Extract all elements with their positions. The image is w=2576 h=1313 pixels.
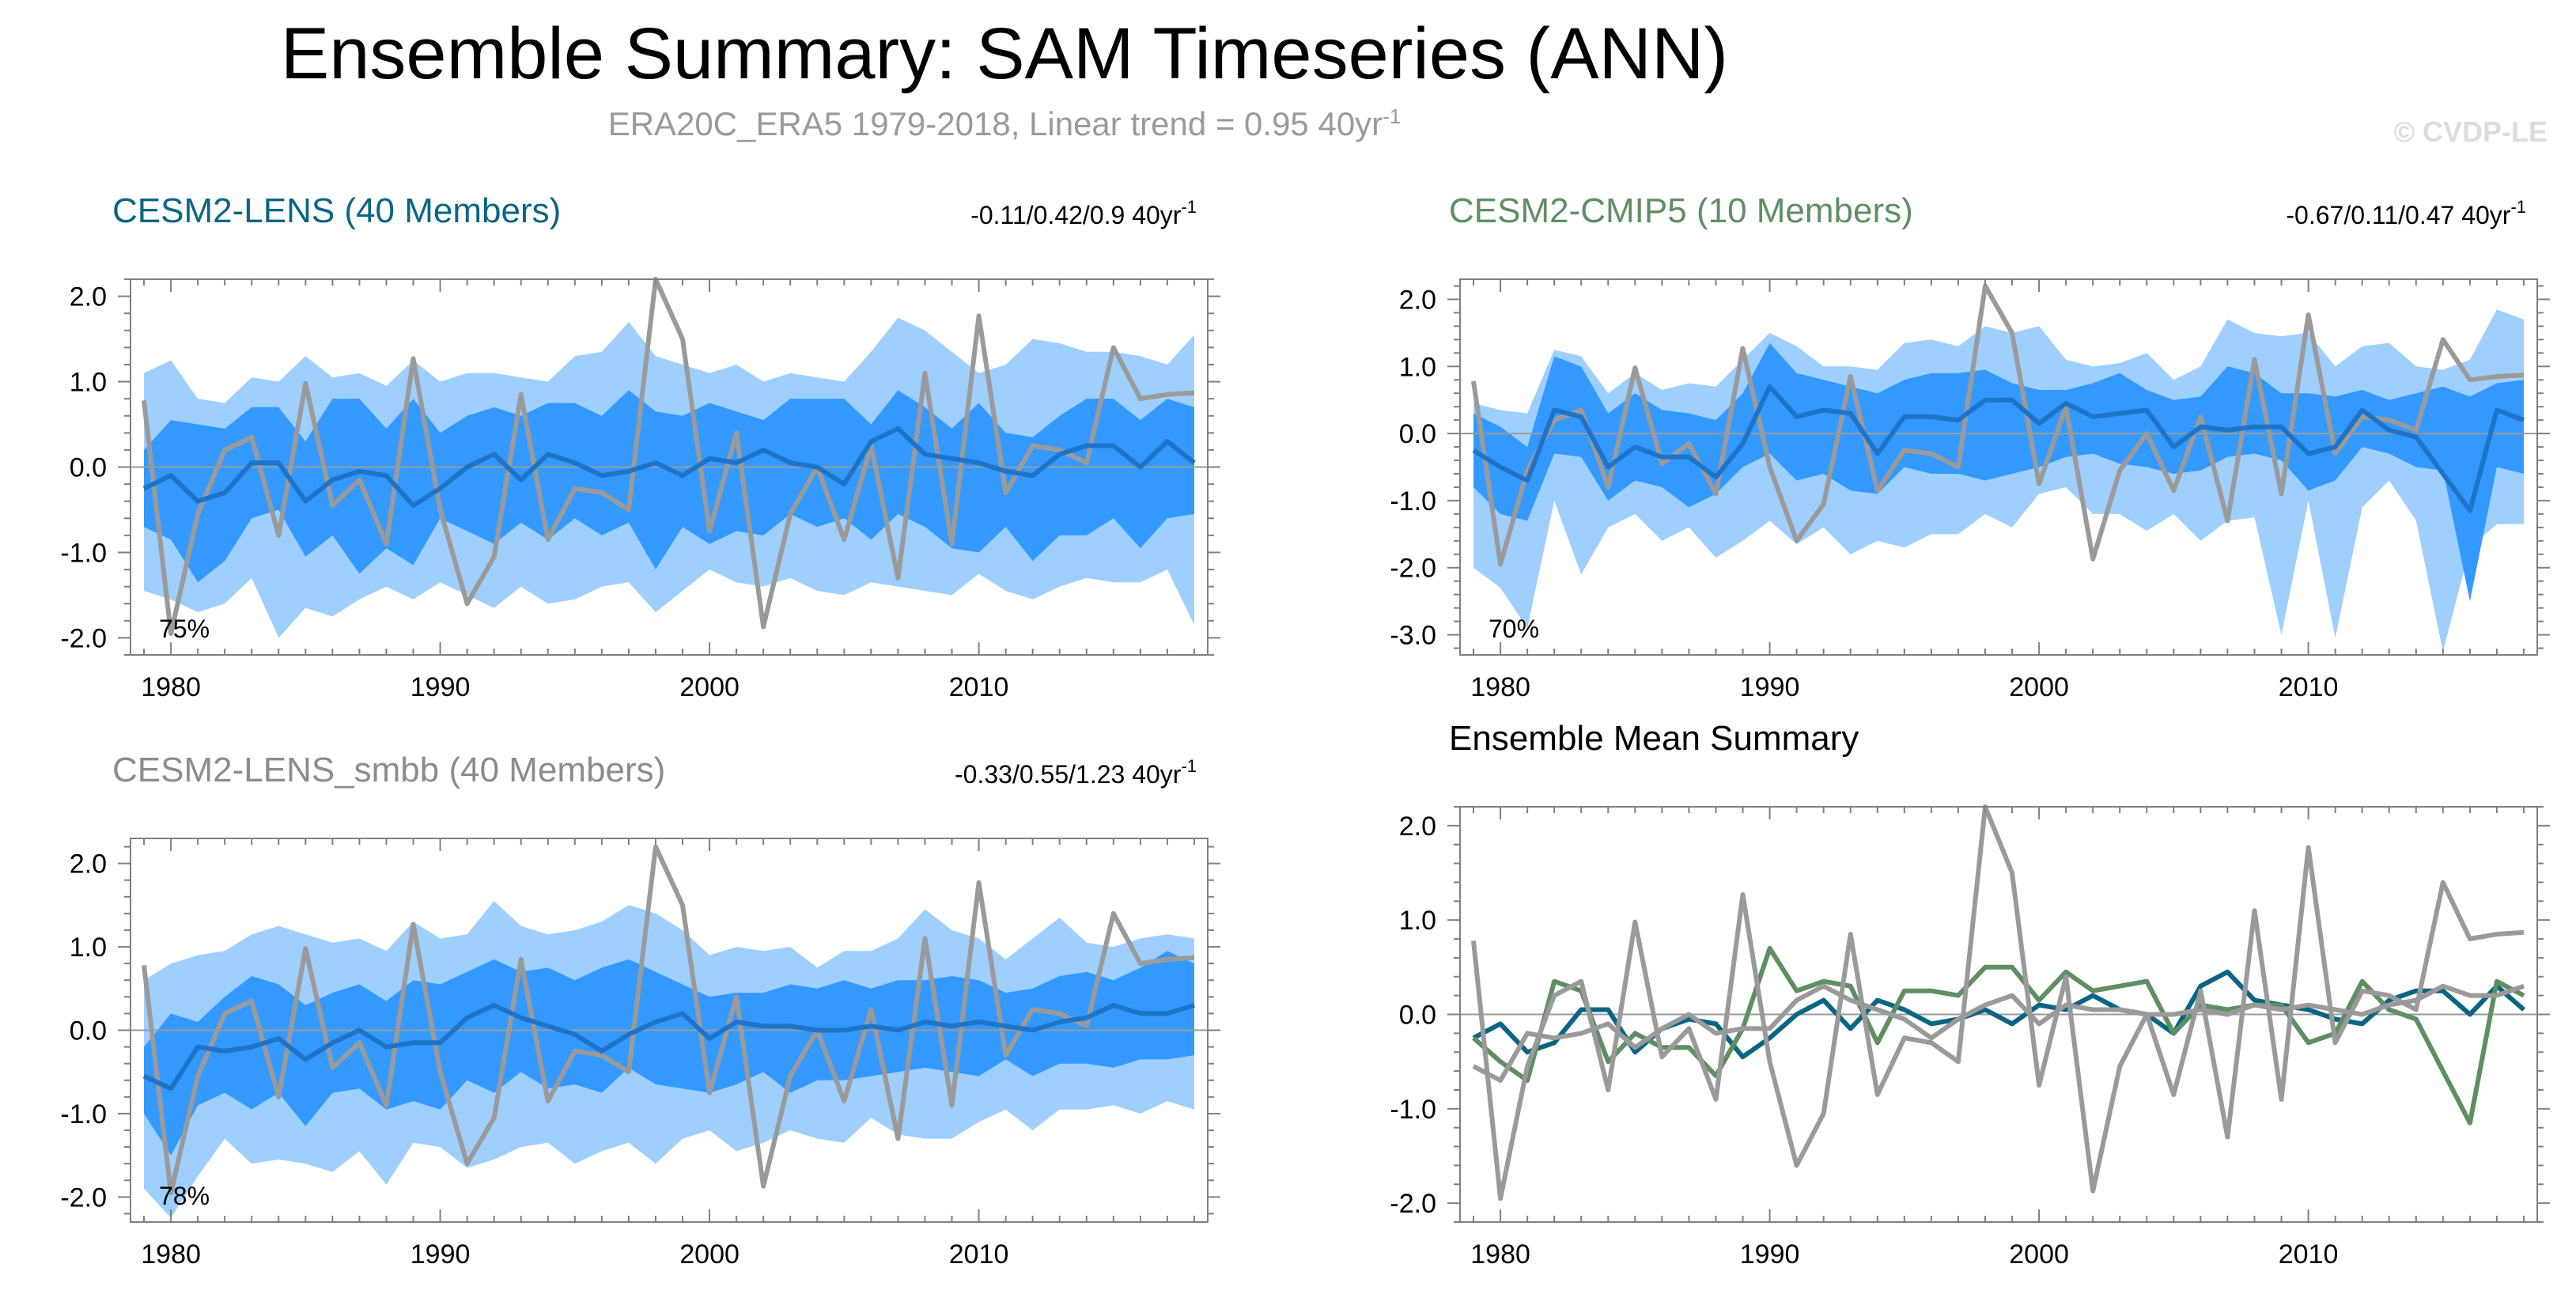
summary-series-line-2 — [1472, 983, 2525, 1083]
panel-cesm2-lens: 1980 1990 2000 2010 -2.0 -1.0 0.0 1.0 2.0 CESM2-L… — [60, 191, 1220, 702]
observations-line — [142, 844, 1195, 1196]
y-tick-label: -1.0 — [60, 1099, 107, 1129]
panel-title: CESM2-CMIP5 (10 Members) — [1449, 191, 1913, 230]
trend-stats-text: -0.11/0.42/0.9 40yr — [970, 201, 1182, 229]
y-tick-label: -2.0 — [1390, 1189, 1436, 1219]
trend-stats: -0.33/0.55/1.23 40yr-1 — [955, 756, 1197, 789]
x-tick-label: 1990 — [1740, 1239, 1800, 1269]
y-tick-label: 2.0 — [1399, 285, 1436, 315]
y-tick-label: 2.0 — [70, 282, 107, 312]
percent-label: 78% — [159, 1182, 210, 1210]
ensemble-mean-line — [1472, 384, 2525, 513]
x-tick-label: 2000 — [2009, 672, 2069, 702]
x-tick-label: 2010 — [949, 672, 1009, 702]
trend-stats-superscript: -1 — [1181, 756, 1197, 776]
panel-title: CESM2-LENS_smbb (40 Members) — [112, 751, 665, 789]
y-tick-label: -3.0 — [1390, 621, 1436, 651]
y-tick-label: -2.0 — [60, 623, 107, 653]
summary-series-line-1 — [1472, 946, 2525, 1126]
ensemble-mean-line — [142, 426, 1196, 509]
y-tick-label: 0.0 — [1399, 1001, 1436, 1031]
trend-stats-superscript: -1 — [1181, 197, 1197, 217]
watermark-logo: © CVDP-LE — [2393, 115, 2548, 148]
y-tick-label: 1.0 — [70, 368, 107, 398]
trend-stats: -0.67/0.11/0.47 40yr-1 — [2286, 197, 2526, 229]
y-tick-label: 1.0 — [70, 933, 107, 963]
x-tick-label: 2000 — [2009, 1239, 2069, 1269]
figure-subtitle: ERA20C_ERA5 1979-2018, Linear trend = 0.… — [0, 104, 2009, 143]
inner-spread-band — [1473, 342, 2524, 602]
x-tick-label: 2000 — [679, 672, 740, 702]
observations-line — [142, 277, 1195, 636]
y-tick-label: 1.0 — [1399, 906, 1436, 936]
y-tick-label: 1.0 — [1399, 352, 1436, 382]
plot-frame — [1459, 278, 2538, 656]
inner-spread-band — [144, 390, 1194, 583]
x-tick-label: 1980 — [141, 1239, 201, 1269]
panel-title: CESM2-LENS (40 Members) — [112, 191, 561, 230]
observations-line — [1471, 283, 2525, 567]
y-tick-label: 2.0 — [70, 849, 107, 880]
inner-spread-band — [144, 951, 1194, 1156]
y-tick-label: 0.0 — [70, 453, 107, 483]
panel-ensemble-mean-summary: 1980 1990 2000 2010 -2.0 -1.0 0.0 1.0 2.0 Ensembl… — [1390, 719, 2550, 1269]
summary-series-line-3 — [1471, 804, 2525, 1201]
ensemble-mean-line — [142, 1002, 1195, 1092]
trend-stats-text: -0.33/0.55/1.23 40yr — [955, 760, 1182, 789]
y-tick-label: 2.0 — [1399, 812, 1436, 842]
x-tick-label: 1990 — [1740, 672, 1800, 702]
y-tick-label: -1.0 — [1390, 486, 1436, 516]
percent-label: 75% — [159, 615, 210, 643]
y-tick-label: -2.0 — [1390, 554, 1436, 584]
x-tick-label: 2010 — [2279, 672, 2339, 702]
y-tick-label: 0.0 — [70, 1016, 107, 1046]
x-tick-label: 2010 — [949, 1239, 1009, 1269]
subtitle-text: ERA20C_ERA5 1979-2018, Linear trend = 0.… — [607, 105, 1383, 142]
trend-stats-superscript: -1 — [2510, 197, 2526, 217]
y-tick-label: -2.0 — [60, 1182, 107, 1213]
panel-title: Ensemble Mean Summary — [1449, 719, 1859, 758]
y-tick-label: -1.0 — [60, 538, 107, 568]
x-tick-label: 2000 — [679, 1239, 740, 1269]
x-tick-label: 1980 — [141, 672, 201, 702]
trend-stats-text: -0.67/0.11/0.47 40yr — [2286, 201, 2510, 229]
percent-label: 70% — [1488, 615, 1539, 643]
subtitle-superscript: -1 — [1383, 104, 1401, 128]
x-tick-label: 1980 — [1470, 672, 1530, 702]
y-tick-label: -1.0 — [1390, 1095, 1436, 1125]
x-tick-label: 1990 — [410, 1239, 471, 1269]
figure-title: Ensemble Summary: SAM Timeseries (ANN) — [280, 13, 1729, 94]
x-tick-label: 2010 — [2279, 1239, 2339, 1269]
panel-cesm2-lens-smbb: 1980 1990 2000 2010 -2.0 -1.0 0.0 1.0 2.0 CESM2-L… — [60, 751, 1220, 1269]
y-tick-label: 0.0 — [1399, 419, 1436, 449]
trend-stats: -0.11/0.42/0.9 40yr-1 — [970, 197, 1197, 229]
x-tick-label: 1990 — [410, 672, 471, 702]
panel-cesm2-cmip5: 1980 1990 2000 2010 -3.0 -2.0 -1.0 0.0 1.0 2.0 CES… — [1390, 191, 2550, 702]
x-tick-label: 1980 — [1470, 1239, 1530, 1269]
